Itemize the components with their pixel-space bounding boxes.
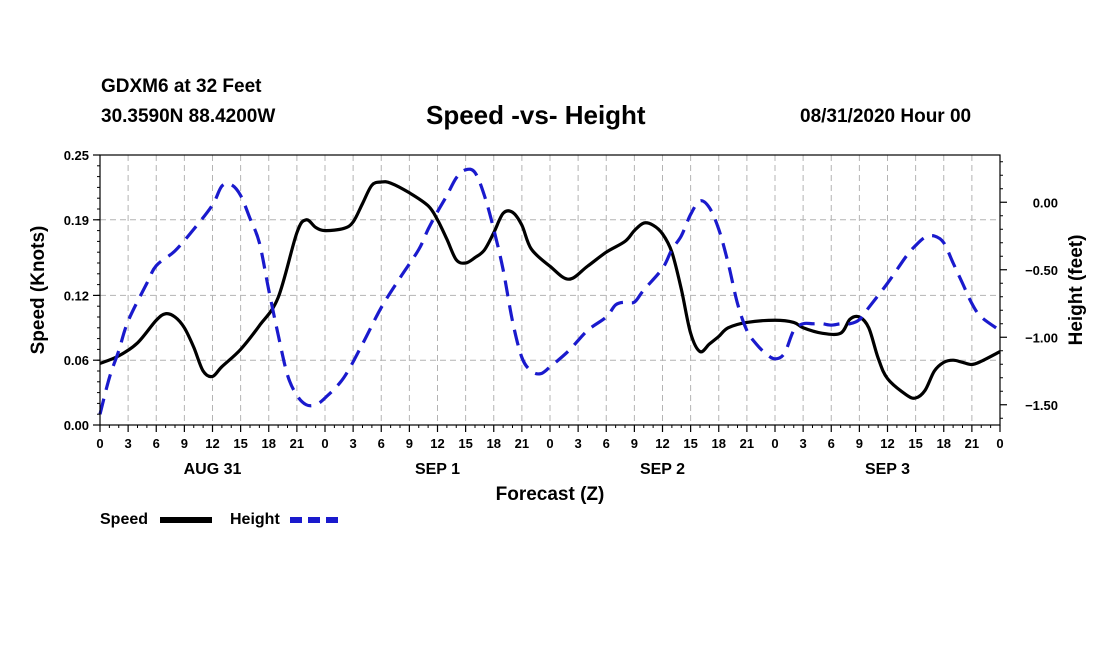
y-left-tick-label: 0.06 [64, 353, 89, 368]
y-left-tick-label: 0.25 [64, 148, 89, 163]
y-axis-left-title: Speed (Knots) [28, 226, 49, 355]
x-tick-label: 18 [712, 436, 726, 451]
x-tick-label: 21 [740, 436, 754, 451]
y-axis-right-title: Height (feet) [1066, 235, 1087, 346]
labels-layer: Forecast (Z) Speed (Knots) Height (feet)… [28, 148, 1087, 505]
x-tick-label: 0 [321, 436, 328, 451]
day-label: SEP 3 [865, 461, 910, 478]
x-tick-label: 15 [908, 436, 922, 451]
y-left-tick-label: 0.12 [64, 288, 89, 303]
y-left-tick-label: 0.00 [64, 418, 89, 433]
y-right-tick-label: −0.50 [1025, 263, 1058, 278]
x-tick-label: 3 [350, 436, 357, 451]
x-tick-label: 3 [575, 436, 582, 451]
x-tick-label: 3 [125, 436, 132, 451]
x-tick-label: 0 [96, 436, 103, 451]
grid-layer [100, 155, 1000, 425]
x-tick-label: 6 [603, 436, 610, 451]
x-tick-label: 9 [631, 436, 638, 451]
y-right-tick-label: −1.00 [1025, 330, 1058, 345]
x-tick-label: 0 [546, 436, 553, 451]
ticks-layer [93, 154, 1007, 432]
x-tick-label: 18 [487, 436, 501, 451]
x-tick-label: 21 [965, 436, 979, 451]
x-tick-label: 18 [262, 436, 276, 451]
day-label: SEP 1 [415, 461, 460, 478]
x-tick-label: 21 [515, 436, 529, 451]
x-tick-label: 15 [458, 436, 472, 451]
x-tick-label: 18 [937, 436, 951, 451]
chart-title: Speed -vs- Height [426, 100, 646, 130]
x-tick-label: 9 [856, 436, 863, 451]
x-tick-label: 12 [205, 436, 219, 451]
series-line-height [98, 167, 1001, 415]
y-left-tick-label: 0.19 [64, 213, 89, 228]
coordinates-label: 30.3590N 88.4200W [101, 106, 276, 127]
series-line-speed [99, 180, 1001, 400]
forecast-datestamp: 08/31/2020 Hour 00 [800, 106, 972, 127]
legend: Speed Height [100, 511, 342, 528]
x-tick-label: 0 [996, 436, 1003, 451]
series-layer [98, 167, 1001, 415]
x-tick-label: 15 [233, 436, 247, 451]
x-axis-title: Forecast (Z) [496, 484, 605, 505]
x-tick-label: 15 [683, 436, 697, 451]
day-label: AUG 31 [184, 461, 242, 478]
legend-label-height: Height [230, 511, 280, 528]
x-tick-label: 21 [290, 436, 304, 451]
x-tick-label: 12 [655, 436, 669, 451]
y-right-tick-label: 0.00 [1033, 195, 1058, 210]
x-tick-label: 6 [828, 436, 835, 451]
x-tick-label: 12 [880, 436, 894, 451]
x-tick-label: 6 [153, 436, 160, 451]
x-tick-label: 9 [406, 436, 413, 451]
x-tick-label: 6 [378, 436, 385, 451]
x-tick-label: 12 [430, 436, 444, 451]
x-tick-label: 9 [181, 436, 188, 451]
legend-label-speed: Speed [100, 511, 148, 528]
day-label: SEP 2 [640, 461, 685, 478]
x-tick-label: 3 [800, 436, 807, 451]
x-tick-label: 0 [771, 436, 778, 451]
station-label: GDXM6 at 32 Feet [101, 76, 262, 97]
y-right-tick-label: −1.50 [1025, 398, 1058, 413]
